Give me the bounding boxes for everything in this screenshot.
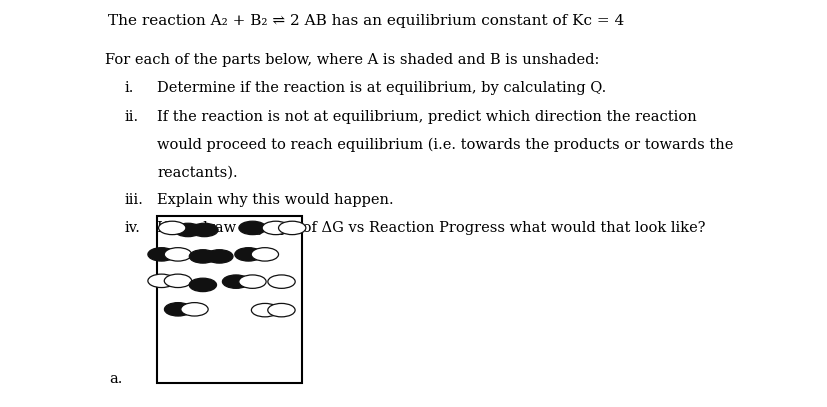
Circle shape bbox=[278, 221, 305, 234]
Circle shape bbox=[238, 275, 265, 288]
Text: For each of the parts below, where A is shaded and B is unshaded:: For each of the parts below, where A is … bbox=[105, 53, 599, 67]
Text: i.: i. bbox=[124, 81, 133, 95]
Text: would proceed to reach equilibrium (i.e. towards the products or towards the: would proceed to reach equilibrium (i.e.… bbox=[157, 138, 733, 152]
Circle shape bbox=[158, 221, 185, 234]
Circle shape bbox=[205, 250, 232, 263]
Text: ii.: ii. bbox=[124, 110, 138, 124]
Circle shape bbox=[148, 247, 175, 261]
Circle shape bbox=[189, 278, 217, 291]
Circle shape bbox=[164, 274, 191, 287]
Text: If the reaction is not at equilibrium, predict which direction the reaction: If the reaction is not at equilibrium, p… bbox=[157, 110, 696, 124]
Circle shape bbox=[268, 275, 295, 288]
Circle shape bbox=[222, 275, 250, 288]
FancyBboxPatch shape bbox=[157, 216, 302, 383]
Circle shape bbox=[251, 247, 278, 261]
Circle shape bbox=[174, 223, 202, 237]
Text: reactants).: reactants). bbox=[157, 165, 237, 179]
Text: a.: a. bbox=[109, 372, 122, 386]
Circle shape bbox=[235, 247, 262, 261]
Circle shape bbox=[238, 221, 265, 234]
Text: If we draw a graph of ΔG vs Reaction Progress what would that look like?: If we draw a graph of ΔG vs Reaction Pro… bbox=[157, 221, 705, 235]
Text: The reaction A₂ + B₂ ⇌ 2 AB has an equilibrium constant of Kc = 4: The reaction A₂ + B₂ ⇌ 2 AB has an equil… bbox=[108, 14, 623, 28]
Text: Determine if the reaction is at equilibrium, by calculating Q.: Determine if the reaction is at equilibr… bbox=[157, 81, 606, 95]
Circle shape bbox=[251, 304, 279, 317]
Circle shape bbox=[180, 303, 208, 316]
Text: iii.: iii. bbox=[124, 193, 143, 207]
Circle shape bbox=[164, 247, 191, 261]
Circle shape bbox=[267, 304, 294, 317]
Circle shape bbox=[165, 303, 192, 316]
Text: Explain why this would happen.: Explain why this would happen. bbox=[157, 193, 394, 207]
Text: iv.: iv. bbox=[124, 221, 140, 235]
Circle shape bbox=[262, 221, 289, 234]
Circle shape bbox=[189, 250, 217, 263]
Circle shape bbox=[190, 223, 218, 237]
Circle shape bbox=[148, 274, 175, 287]
